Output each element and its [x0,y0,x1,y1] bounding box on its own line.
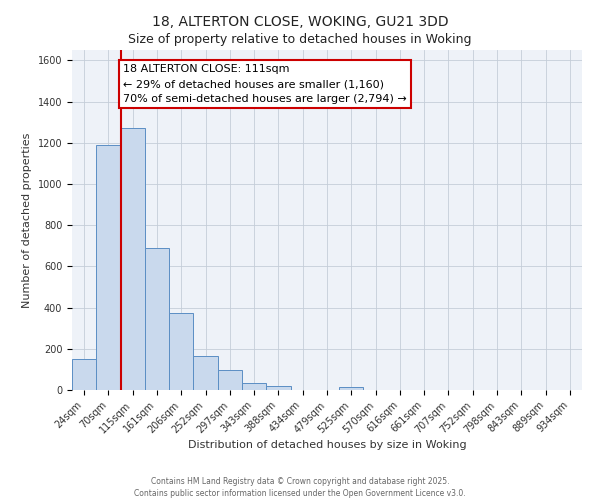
Bar [72,359,96,390]
X-axis label: Distribution of detached houses by size in Woking: Distribution of detached houses by size … [188,440,466,450]
Bar [266,386,290,390]
Bar [145,248,169,390]
Text: 18 ALTERTON CLOSE: 111sqm
← 29% of detached houses are smaller (1,160)
70% of se: 18 ALTERTON CLOSE: 111sqm ← 29% of detac… [123,64,407,104]
Bar [242,383,266,390]
Bar [96,145,121,390]
Text: Size of property relative to detached houses in Woking: Size of property relative to detached ho… [128,32,472,46]
Bar [218,370,242,390]
Bar [121,128,145,390]
Bar [193,356,218,390]
Bar [339,387,364,390]
Text: 18, ALTERTON CLOSE, WOKING, GU21 3DD: 18, ALTERTON CLOSE, WOKING, GU21 3DD [152,15,448,29]
Bar [169,312,193,390]
Y-axis label: Number of detached properties: Number of detached properties [22,132,32,308]
Text: Contains HM Land Registry data © Crown copyright and database right 2025.
Contai: Contains HM Land Registry data © Crown c… [134,476,466,498]
